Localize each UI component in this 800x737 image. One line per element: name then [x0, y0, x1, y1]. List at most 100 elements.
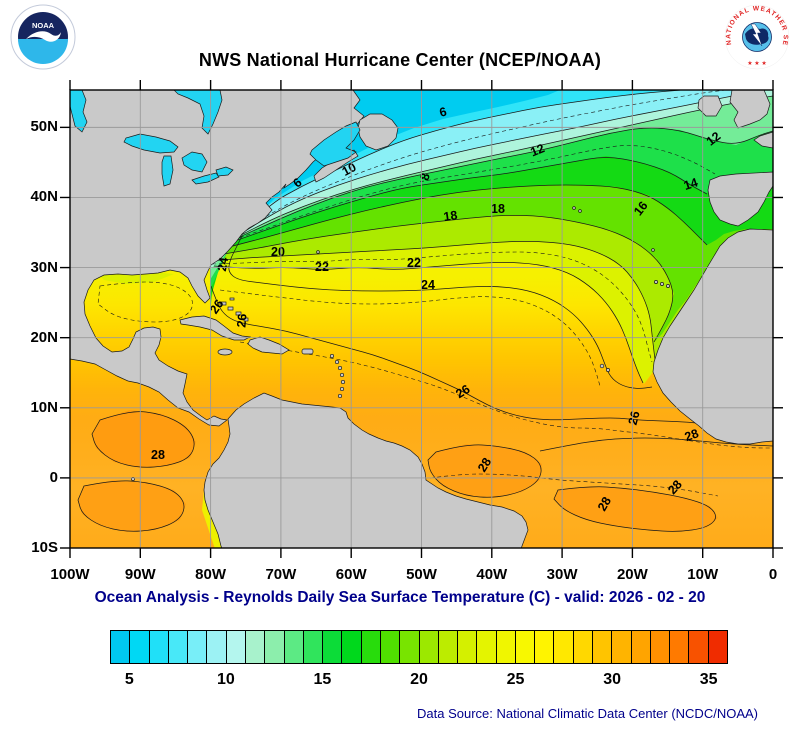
x-tick-label: 20W — [616, 566, 648, 583]
south-america — [203, 392, 529, 548]
lake-superior — [123, 133, 179, 154]
colorbar-cell — [631, 631, 651, 663]
ireland — [697, 95, 723, 117]
atlantic-islands — [131, 206, 670, 481]
bahamas — [219, 297, 249, 322]
colorbar-cell — [226, 631, 246, 663]
colorbar-tick-label: 10 — [216, 671, 235, 688]
x-tick-label: 10W — [687, 566, 719, 583]
colorbar-cell — [168, 631, 189, 663]
y-tick-label: 40N — [30, 188, 58, 206]
colorbar-cell — [284, 631, 304, 663]
lake-ontario — [215, 166, 234, 177]
colorbar-cell — [554, 631, 574, 663]
temperature-colorbar — [110, 630, 728, 664]
isotherm-label: 10 — [340, 160, 359, 179]
gulf-of-st-lawrence — [309, 121, 361, 167]
noaa-logo-text: NOAA — [32, 21, 55, 30]
noaa-logo: NOAA — [10, 4, 76, 70]
colorbar-tick-label: 20 — [410, 671, 428, 688]
colorbar-cell — [149, 631, 169, 663]
colorbar-cell — [380, 631, 401, 663]
colorbar-cell — [708, 631, 727, 663]
colorbar-cell — [438, 631, 459, 663]
isotherm-label: 24 — [421, 278, 435, 292]
hudson-james-bay — [173, 90, 223, 135]
landmasses — [70, 90, 773, 548]
y-tick-label: 10N — [30, 398, 58, 416]
x-tick-label: 50W — [406, 566, 437, 583]
colorbar-cell — [535, 631, 555, 663]
x-tick-label: 30W — [546, 566, 578, 583]
isotherm-label: 26 — [626, 409, 643, 426]
nws-logo: NATIONAL WEATHER SERVICE ★ ★ ★ — [724, 4, 790, 70]
axis-ticks — [60, 80, 783, 558]
isotherm-label: 26 — [234, 313, 249, 328]
colorbar-cell — [496, 631, 516, 663]
colorbar-cell — [612, 631, 632, 663]
isotherm-label: 26 — [453, 382, 472, 401]
colorbar-cell — [400, 631, 420, 663]
colorbar-cell — [188, 631, 208, 663]
noaa-logo-sea — [18, 39, 68, 64]
isotherm-label: 28 — [683, 426, 701, 444]
colorbar-cell — [515, 631, 536, 663]
isotherm-label: 22 — [407, 256, 421, 270]
isotherm-label: 22 — [315, 260, 329, 274]
colorbar-cell — [458, 631, 478, 663]
isotherm-label: 28 — [595, 494, 614, 513]
lesser-antilles — [329, 353, 346, 399]
colorbar-tick-label: 25 — [506, 671, 525, 688]
isotherm-label: 8 — [417, 171, 432, 182]
isotherm-label: 26 — [207, 297, 226, 316]
lakes — [70, 90, 361, 187]
lake-michigan — [161, 155, 174, 187]
y-tick-label: 20N — [30, 328, 58, 346]
colorbar-cell — [419, 631, 439, 663]
jamaica — [217, 348, 233, 356]
y-tick-label: 50N — [30, 118, 58, 136]
grid-lines — [70, 90, 773, 548]
nws-lightning-bolt-icon — [750, 23, 763, 47]
france — [753, 131, 773, 149]
africa — [652, 228, 773, 445]
britain — [729, 90, 771, 129]
colorbar-cell — [477, 631, 497, 663]
isotherm-contours — [77, 90, 773, 532]
colorbar-tick-label: 5 — [124, 671, 134, 688]
y-tick-label: 0 — [49, 468, 58, 486]
isotherm-label: 12 — [704, 129, 724, 149]
colorbar-cell — [342, 631, 362, 663]
colorbar-cell — [265, 631, 285, 663]
isotherm-label: 24 — [215, 256, 231, 272]
colorbar-cell — [670, 631, 690, 663]
colorbar-cell — [573, 631, 594, 663]
colorbar-cell — [303, 631, 324, 663]
isotherm-label: 6 — [438, 104, 448, 119]
x-tick-label: 100W — [50, 566, 90, 583]
y-tick-label: 30N — [30, 258, 58, 276]
hispaniola — [247, 336, 290, 355]
x-tick-label: 40W — [476, 566, 508, 583]
colorbar-tick-label: 15 — [313, 671, 332, 688]
colorbar-cell — [130, 631, 150, 663]
colorbar-tick-label: 30 — [603, 671, 622, 688]
x-tick-label: 0 — [768, 566, 778, 583]
data-source-credit: Data Source: National Climatic Data Cent… — [417, 706, 758, 721]
puerto-rico — [301, 348, 314, 355]
isotherm-label: 12 — [528, 141, 546, 159]
x-tick-label: 60W — [335, 566, 367, 583]
colorbar-cell — [323, 631, 343, 663]
colorbar-cell — [689, 631, 709, 663]
lake-huron — [181, 151, 208, 173]
colorbar-cell — [593, 631, 613, 663]
colorbar-cell — [650, 631, 671, 663]
colorbar-cell — [111, 631, 131, 663]
isotherm-label: 28 — [475, 455, 494, 474]
nws-logo-stars-icon: ★ ★ ★ — [747, 60, 766, 67]
x-tick-label: 70W — [265, 566, 297, 583]
iberia — [707, 171, 773, 227]
north-america — [70, 90, 365, 427]
